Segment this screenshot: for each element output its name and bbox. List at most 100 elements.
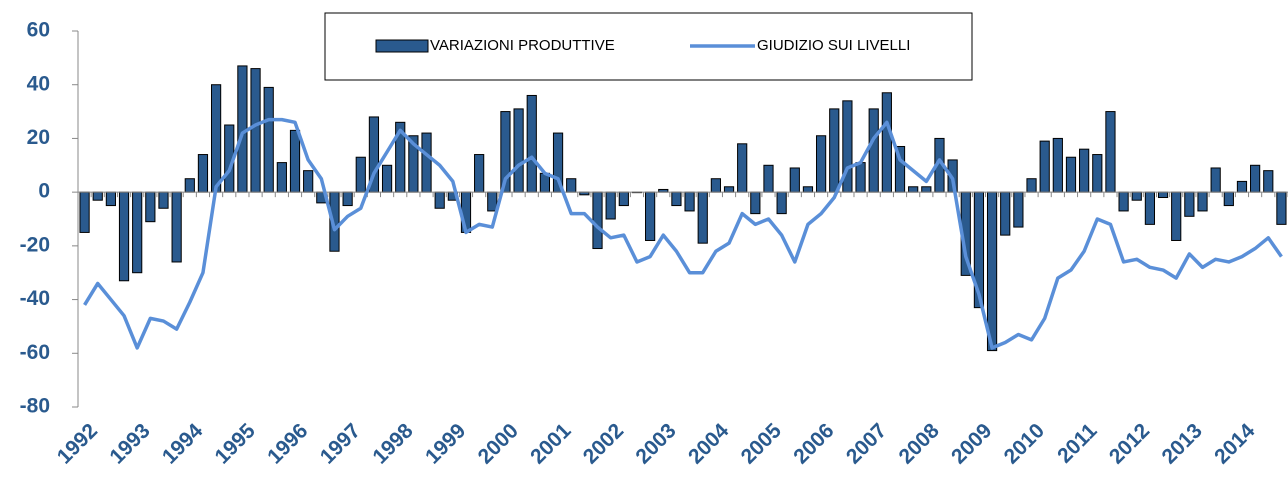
bar — [723, 186, 735, 193]
bar — [1210, 167, 1221, 193]
bar — [513, 108, 524, 193]
y-tick-label: 20 — [27, 126, 50, 149]
y-tick-label: -60 — [20, 341, 50, 364]
x-tick-label: 2011 — [1053, 419, 1102, 468]
bar — [105, 191, 116, 207]
bar — [526, 94, 537, 193]
x-tick-label: 2003 — [631, 419, 680, 468]
y-tick-label: 40 — [27, 72, 50, 95]
bar — [1105, 111, 1116, 193]
bar — [697, 191, 708, 244]
x-tick-label: 2013 — [1158, 419, 1207, 468]
x-tick-label: 2012 — [1105, 419, 1154, 468]
bar — [881, 92, 892, 193]
x-tick-label: 2004 — [684, 419, 734, 469]
bar — [1065, 156, 1077, 193]
y-tick-label: 0 — [38, 180, 50, 203]
bar — [802, 186, 814, 193]
bar — [197, 154, 209, 193]
bar — [566, 178, 577, 193]
bar — [1092, 154, 1103, 193]
x-tick-label: 2002 — [579, 419, 628, 468]
bar — [829, 108, 840, 193]
bar — [237, 65, 248, 193]
legend-swatch — [375, 39, 429, 53]
bar — [342, 191, 353, 207]
x-tick-label: 2000 — [474, 419, 523, 468]
bar — [1263, 170, 1274, 193]
bar — [92, 191, 103, 201]
bar — [158, 191, 169, 209]
bar — [1144, 191, 1156, 225]
legend-label: GIUDIZIO SUI LIVELLI — [757, 37, 910, 54]
x-tick-label: 2006 — [789, 419, 838, 468]
bar — [776, 191, 787, 215]
line — [83, 117, 1283, 350]
bar — [250, 68, 261, 193]
bar — [487, 191, 498, 212]
y-tick-label: -80 — [20, 395, 50, 418]
bar — [1026, 178, 1037, 193]
x-tick-label: 2001 — [526, 419, 576, 469]
bar — [1171, 191, 1182, 241]
y-tick-label: -40 — [20, 287, 50, 310]
bar — [1039, 140, 1050, 193]
bar — [592, 191, 603, 250]
bar — [1197, 191, 1208, 212]
bar — [1052, 137, 1063, 193]
bar — [855, 162, 866, 193]
x-tick-label: 2007 — [842, 419, 891, 468]
legend-label: VARIAZIONI PRODUTTIVE — [430, 37, 615, 54]
x-tick-label: 1995 — [211, 419, 261, 469]
bar — [750, 191, 761, 215]
bar — [789, 167, 800, 193]
bar — [921, 186, 932, 193]
bar — [263, 86, 274, 193]
bar — [1013, 191, 1024, 228]
x-tick-label: 2010 — [1000, 419, 1049, 468]
bar — [763, 164, 774, 193]
x-tick-label: 1992 — [53, 419, 102, 468]
bar — [474, 154, 485, 193]
x-tick-label: 1998 — [368, 419, 418, 469]
bar — [618, 191, 629, 207]
y-tick-label: -20 — [20, 233, 50, 256]
bar — [145, 191, 156, 223]
bar — [184, 178, 195, 193]
bar — [1079, 148, 1090, 193]
bar — [986, 191, 998, 352]
bar — [605, 191, 616, 220]
bar — [737, 143, 748, 193]
bar — [868, 108, 879, 193]
x-tick-label: 2008 — [894, 419, 944, 469]
bar — [381, 164, 393, 193]
bar — [1184, 191, 1195, 217]
bar — [118, 191, 130, 282]
x-tick-label: 1999 — [421, 419, 470, 468]
y-tick-label: 60 — [27, 19, 50, 42]
bar — [421, 132, 432, 193]
legend-box — [324, 12, 973, 81]
bar — [303, 170, 314, 193]
x-tick-label: 2005 — [737, 419, 787, 469]
bar — [645, 191, 656, 241]
bar — [908, 186, 919, 193]
bar — [210, 84, 222, 193]
bar — [1131, 191, 1142, 201]
bar — [684, 191, 695, 212]
bar — [355, 156, 366, 193]
bar — [710, 178, 721, 193]
bar — [132, 191, 143, 274]
bar — [671, 191, 682, 207]
bar — [1157, 191, 1169, 199]
bar — [1000, 191, 1011, 236]
bar — [289, 129, 301, 193]
x-tick-label: 2009 — [947, 419, 996, 468]
x-tick-label: 1994 — [158, 419, 208, 469]
x-tick-label: 1997 — [316, 419, 365, 468]
x-tick-label: 1996 — [263, 419, 312, 468]
bar — [1276, 191, 1287, 225]
x-tick-label: 1993 — [105, 419, 154, 468]
bar — [1118, 191, 1129, 212]
